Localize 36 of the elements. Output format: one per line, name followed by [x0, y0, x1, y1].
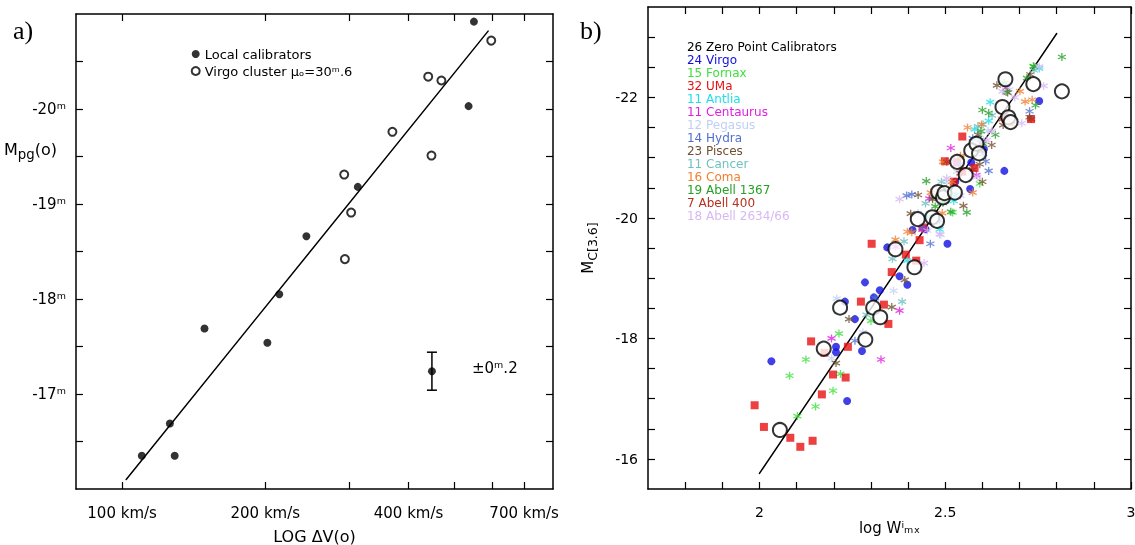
y-tick-label: -20	[615, 209, 638, 226]
x-tick-label: 100 km/s	[87, 503, 158, 522]
text: 14 Hydra	[686, 130, 743, 145]
y-axis-title: M$_{pg}$(o)	[4, 140, 58, 163]
y-tick-label: -22	[615, 89, 638, 106]
x-axis-title: log Wⁱₘₓ	[858, 519, 921, 537]
text: 11 Cancer	[686, 156, 749, 171]
text: 11 Antlia	[686, 91, 741, 106]
legend-label: Local calibrators	[204, 46, 312, 62]
y-tick-label: -18	[615, 330, 638, 347]
text: 19 Abell 1367	[686, 182, 771, 197]
text: 7 Abell 400	[686, 195, 756, 210]
text: 24 Virgo	[686, 52, 738, 67]
y-tick-label: -16	[615, 450, 639, 467]
text: 16 Coma	[686, 169, 741, 184]
y-tick-label: -18ᵐ	[32, 290, 66, 308]
x-tick-label: 2	[755, 503, 764, 520]
x-tick-label: 400 km/s	[373, 503, 444, 522]
text: 12 Pegasus	[686, 117, 756, 132]
annotation: ±0ᵐ.2	[471, 358, 518, 377]
text: 23 Pisces	[686, 143, 743, 158]
y-tick-label: -17ᵐ	[32, 385, 66, 403]
y-tick-label: -19ᵐ	[32, 195, 66, 213]
x-tick-label: 3	[1126, 503, 1135, 520]
y-tick-label: -20ᵐ	[32, 100, 66, 118]
text: 26 Zero Point Calibrators	[686, 39, 837, 54]
chart-title: a)	[13, 15, 34, 45]
x-tick-label: 700 km/s	[489, 503, 560, 522]
x-axis-title: LOG ΔV(o)	[273, 527, 356, 545]
x-tick-label: 2.5	[934, 503, 957, 520]
legend-label: Virgo cluster μₒ=30ᵐ.6	[204, 63, 353, 79]
text: 11 Centaurus	[686, 104, 768, 119]
text: 18 Abell 2634/66	[686, 208, 790, 223]
x-tick-label: 200 km/s	[230, 503, 301, 522]
text: 32 UMa	[686, 78, 733, 93]
chart-title: b)	[580, 15, 602, 45]
